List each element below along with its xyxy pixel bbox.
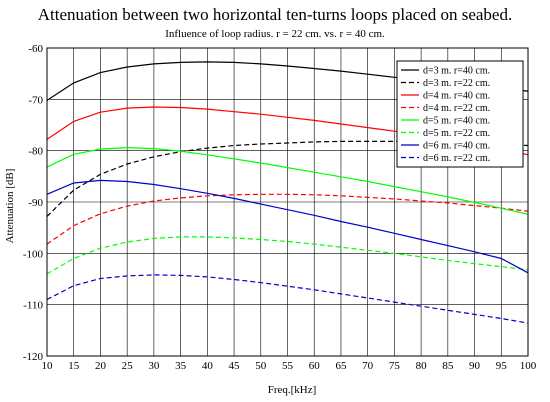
y-axis-label: Attenuation [dB] — [4, 169, 16, 244]
legend-entry: d=5 m. r=22 cm. — [423, 128, 490, 139]
x-tick-label: 25 — [122, 360, 134, 372]
legend-entry: d=3 m. r=40 cm. — [423, 66, 490, 77]
y-tick-label: -60 — [28, 43, 43, 55]
x-tick-label: 15 — [68, 360, 80, 372]
chart-subtitle: Influence of loop radius. r = 22 cm. vs.… — [165, 28, 385, 40]
series-line-8 — [46, 274, 529, 324]
x-tick-label: 85 — [442, 360, 454, 372]
x-tick-label: 65 — [335, 360, 347, 372]
x-tick-label: 45 — [229, 360, 241, 372]
series-line-4 — [46, 193, 529, 245]
x-tick-label: 50 — [255, 360, 267, 372]
plot-frame — [46, 47, 529, 357]
x-tick-label: 10 — [42, 360, 54, 372]
x-tick-label: 90 — [469, 360, 481, 372]
y-tick-label: -90 — [28, 197, 43, 209]
legend-entry: d=4 m. r=22 cm. — [423, 103, 490, 114]
y-tick-label: -110 — [23, 300, 43, 312]
series-line-7 — [46, 179, 529, 274]
x-axis-label: Freq.[kHz] — [268, 384, 317, 396]
x-tick-label: 35 — [175, 360, 187, 372]
x-tick-label: 70 — [362, 360, 374, 372]
legend-entry: d=3 m. r=22 cm. — [423, 78, 490, 89]
y-tick-label: -120 — [23, 351, 44, 363]
tick-labels: 10 15 20 25 30 35 40 45 50 55 60 65 70 75 80 85 90 95 100 -… — [23, 43, 537, 372]
x-tick-label: 55 — [282, 360, 294, 372]
legend-entry: d=6 m. r=40 cm. — [423, 141, 490, 152]
y-tick-label: -80 — [28, 146, 43, 158]
legend-entry: d=4 m. r=40 cm. — [423, 91, 490, 102]
y-tick-label: -70 — [28, 94, 43, 106]
x-tick-label: 30 — [148, 360, 160, 372]
legend-entry: d=6 m. r=22 cm. — [423, 153, 490, 164]
series-line-6 — [46, 236, 529, 275]
series-line-5 — [46, 146, 529, 215]
legend-box — [396, 60, 524, 168]
chart-title: Attenuation between two horizontal ten-t… — [38, 5, 512, 24]
x-tick-label: 95 — [496, 360, 508, 372]
x-tick-label: 60 — [309, 360, 321, 372]
x-tick-label: 40 — [202, 360, 214, 372]
x-tick-label: 75 — [389, 360, 401, 372]
legend-entry: d=5 m. r=40 cm. — [423, 116, 490, 127]
x-tick-label: 80 — [416, 360, 428, 372]
legend: d=3 m. r=40 cm.d=3 m. r=22 cm. d=4 m. r=4… — [396, 60, 524, 168]
y-tick-label: -100 — [23, 248, 44, 260]
x-tick-label: 100 — [520, 360, 537, 372]
x-tick-label: 20 — [95, 360, 107, 372]
